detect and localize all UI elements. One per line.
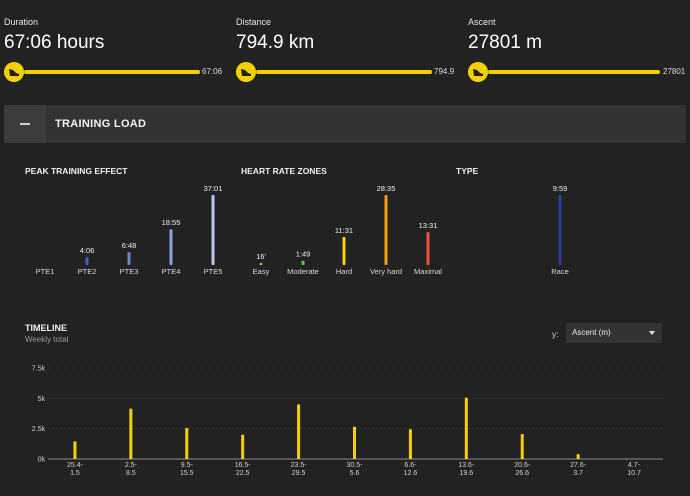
- timeline-bar: [576, 454, 580, 459]
- x-tick-label: 5.6: [350, 470, 360, 477]
- x-tick-label: 15.5: [180, 470, 194, 477]
- x-tick-label: 6.6-: [404, 462, 417, 469]
- category-label: Moderate: [287, 267, 319, 276]
- stat-label: Ascent: [468, 17, 496, 27]
- y-axis-select-value: Ascent (m): [572, 328, 611, 337]
- stat-end-value: 27801: [663, 67, 686, 76]
- bar: [426, 231, 430, 265]
- y-tick-label: 5k: [38, 396, 46, 403]
- bar: [301, 260, 305, 265]
- bar: [384, 195, 388, 265]
- stat-value: 794.9 km: [236, 32, 315, 53]
- y-tick-label: 7.5k: [32, 366, 46, 373]
- chevron-down-icon: [649, 331, 655, 335]
- x-tick-label: 3.7: [573, 470, 583, 477]
- bar: [211, 195, 215, 265]
- x-tick-label: 30.5-: [347, 462, 364, 469]
- timeline-bar: [520, 434, 524, 459]
- bar-value-label: 6:48: [122, 241, 137, 250]
- x-tick-label: 12.6: [404, 470, 418, 477]
- x-tick-label: 2.5-: [125, 462, 138, 469]
- bar-value-label: 16': [256, 252, 266, 261]
- y-axis-select[interactable]: Ascent (m): [566, 323, 662, 343]
- x-tick-label: 29.5: [292, 470, 306, 477]
- category-label: PTE2: [78, 267, 97, 276]
- stat-label: Duration: [4, 17, 39, 27]
- x-tick-label: 25.4-: [67, 462, 84, 469]
- stat-progress-bar: [256, 70, 432, 74]
- timeline-bar: [241, 434, 245, 459]
- bar-value-label: 18:55: [162, 218, 181, 227]
- category-label: PTE3: [120, 267, 139, 276]
- x-tick-label: 10.7: [627, 470, 641, 477]
- stat-value: 27801 m: [468, 32, 542, 53]
- x-tick-label: 4.7-: [628, 462, 641, 469]
- pte-chart-title: PEAK TRAINING EFFECT: [25, 166, 128, 176]
- category-label: PTE1: [36, 267, 55, 276]
- x-tick-label: 23.5-: [291, 462, 308, 469]
- category-label: Easy: [253, 267, 270, 276]
- timeline-subtitle: Weekly total: [25, 335, 69, 344]
- bar-value-label: 28:35: [377, 184, 396, 193]
- category-label: Very hard: [370, 267, 402, 276]
- x-tick-label: 26.6: [515, 470, 529, 477]
- stat-progress-bar: [24, 70, 200, 74]
- timeline-bar: [73, 441, 77, 459]
- x-tick-label: 13.6-: [458, 462, 475, 469]
- x-tick-label: 16.5-: [235, 462, 252, 469]
- category-label: Race: [551, 267, 569, 276]
- bar: [259, 263, 263, 265]
- timeline-title: TIMELINE: [25, 323, 67, 333]
- shoe-icon: [468, 62, 488, 82]
- bar-value-label: 11:31: [335, 226, 353, 235]
- y-tick-label: 0k: [38, 457, 46, 464]
- stat-progress-bar: [488, 70, 660, 74]
- stat-label: Distance: [236, 17, 272, 27]
- x-tick-label: 22.5: [236, 470, 250, 477]
- bar: [127, 252, 131, 265]
- bar: [85, 257, 89, 265]
- category-label: PTE4: [162, 267, 181, 276]
- stat-value: 67:06 hours: [4, 32, 105, 53]
- training-load-header[interactable]: TRAINING LOAD: [4, 105, 686, 143]
- bar-value-label: 4:06: [80, 246, 95, 255]
- category-label: Hard: [336, 267, 352, 276]
- bar-value-label: 37:01: [204, 184, 223, 193]
- type-chart-title: TYPE: [456, 166, 479, 176]
- x-tick-label: 19.6: [460, 470, 474, 477]
- timeline-bar: [464, 397, 468, 459]
- x-tick-label: 1.5: [70, 470, 80, 477]
- category-label: Maximal: [414, 267, 442, 276]
- y-axis-select-label: y:: [552, 329, 559, 339]
- shoe-icon: [4, 62, 24, 82]
- collapse-button[interactable]: [4, 105, 46, 143]
- y-tick-label: 2.5k: [32, 426, 46, 433]
- timeline-bar: [353, 426, 356, 459]
- timeline-bar: [129, 408, 133, 459]
- timeline-bar: [297, 404, 301, 459]
- x-tick-label: 27.6-: [570, 462, 587, 469]
- shoe-icon: [236, 62, 256, 82]
- stat-end-value: 794.9: [434, 67, 455, 76]
- timeline-bar: [185, 428, 189, 459]
- x-tick-label: 8.5: [126, 470, 136, 477]
- bar-value-label: 13:31: [419, 221, 438, 230]
- minus-icon: [20, 123, 30, 125]
- timeline-bar: [408, 429, 412, 459]
- x-tick-label: 20.6-: [514, 462, 531, 469]
- bar: [169, 229, 173, 265]
- bar: [558, 195, 562, 265]
- x-tick-label: 9.5-: [181, 462, 194, 469]
- stat-end-value: 67:06: [202, 67, 223, 76]
- bar-value-label: 9:59: [553, 184, 568, 193]
- section-title: TRAINING LOAD: [55, 118, 147, 130]
- category-label: PTE5: [204, 267, 223, 276]
- hr-zones-chart-title: HEART RATE ZONES: [241, 166, 327, 176]
- bar: [342, 236, 346, 265]
- bar-value-label: 1:49: [296, 250, 311, 259]
